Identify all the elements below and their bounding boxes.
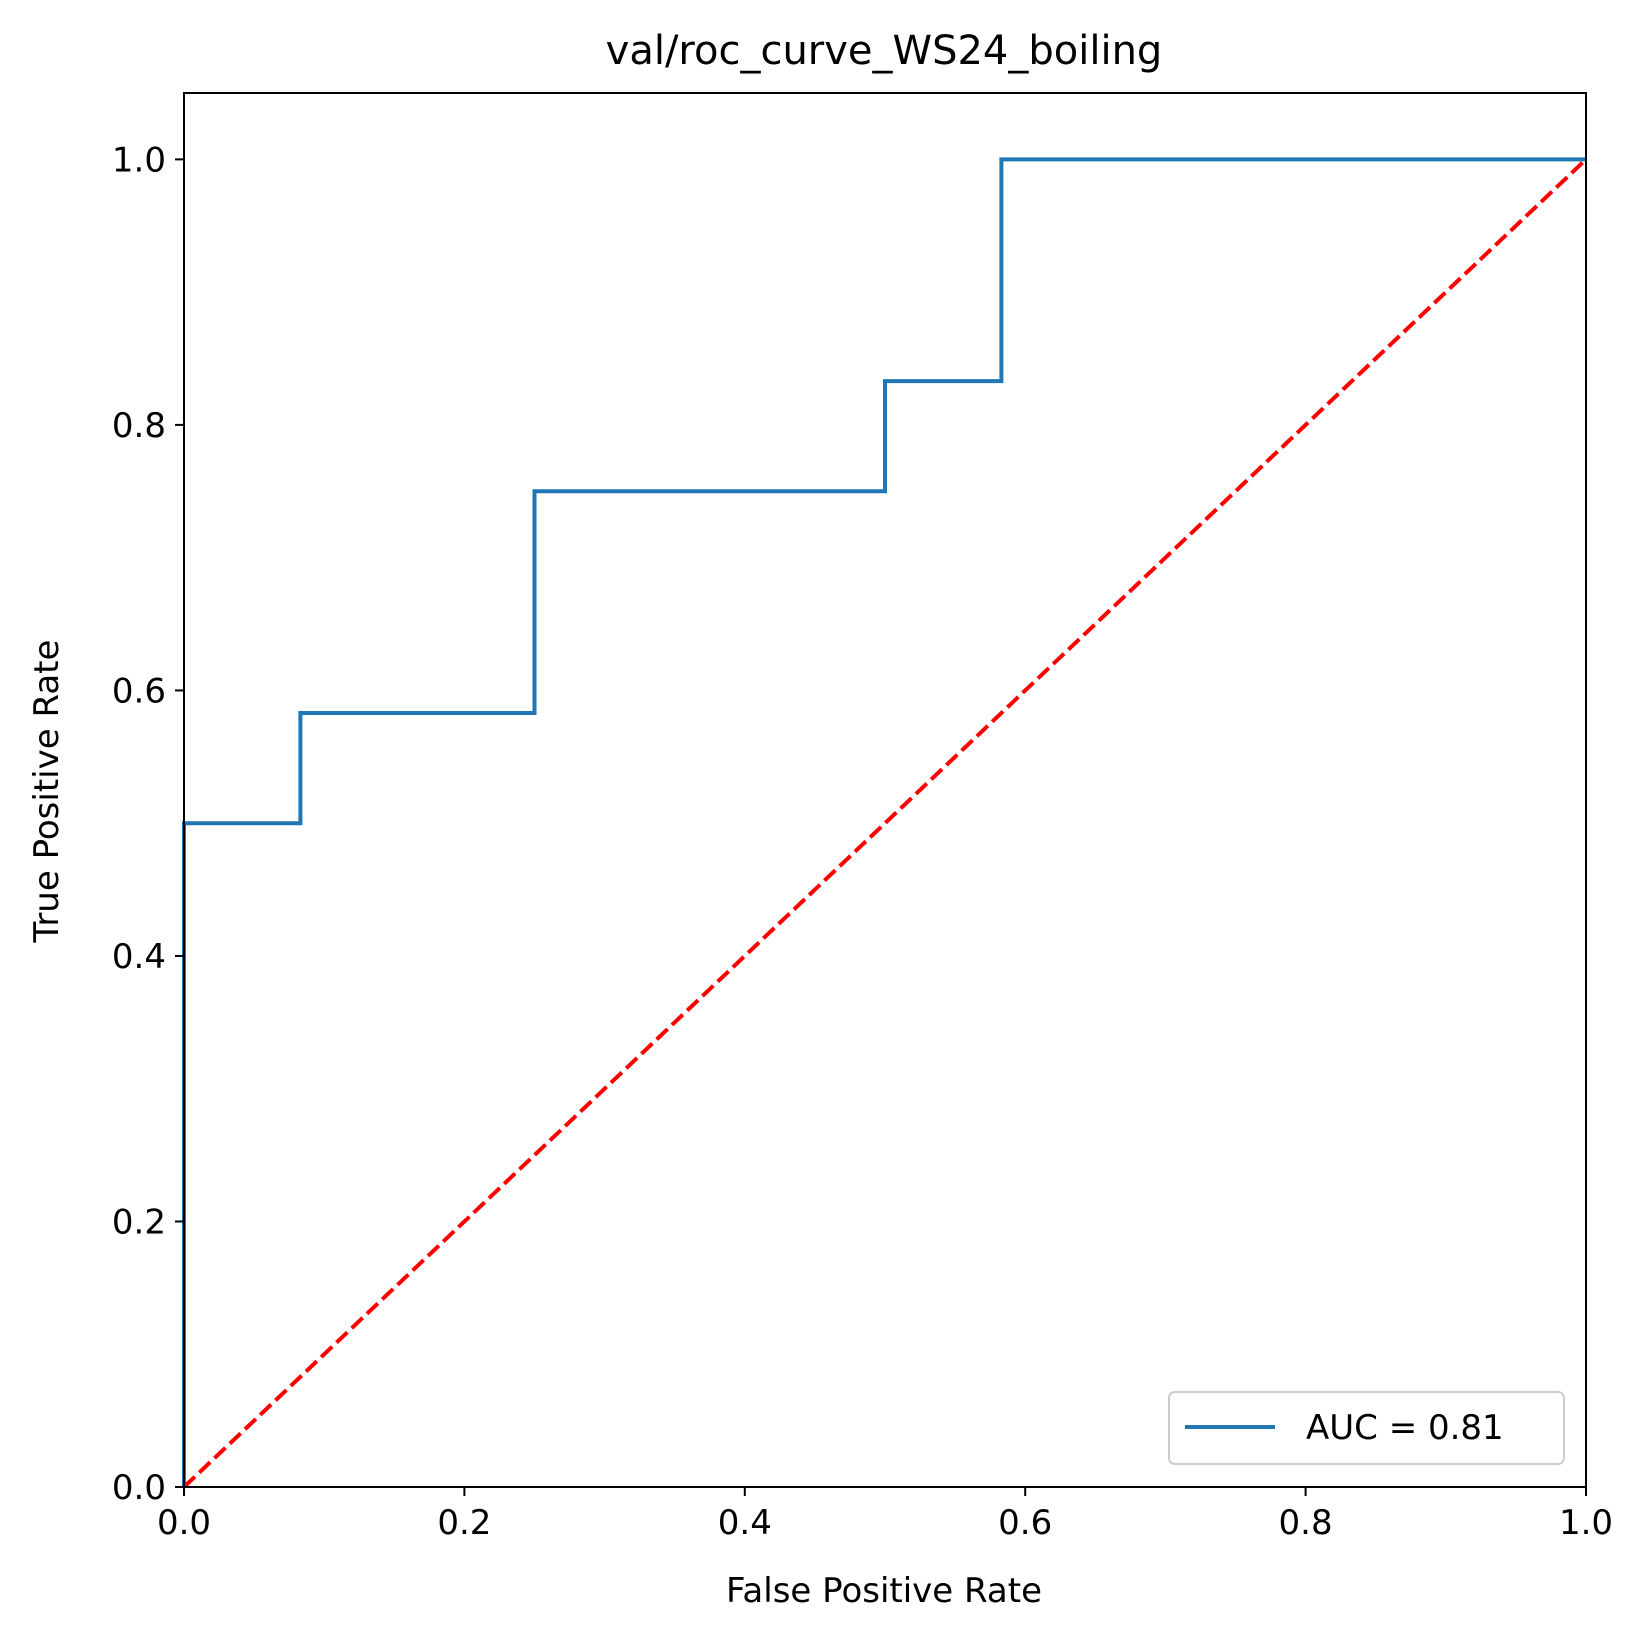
chart-title: val/roc_curve_WS24_boiling xyxy=(606,28,1163,74)
legend-box xyxy=(1168,1391,1565,1465)
plot-area xyxy=(182,157,1588,1489)
y-tick-label: 0.4 xyxy=(112,937,166,977)
legend-entry-auc: AUC = 0.81 xyxy=(1306,1408,1504,1448)
x-tick-label: 1.0 xyxy=(1559,1503,1613,1543)
roc-curve-line xyxy=(182,157,1586,1487)
x-axis-label: False Positive Rate xyxy=(726,1571,1042,1611)
y-tick-label: 0.6 xyxy=(112,671,166,711)
y-axis: 0.0 0.2 0.4 0.6 0.8 1.0 xyxy=(112,140,184,1508)
x-axis: 0.0 0.2 0.4 0.6 0.8 1.0 xyxy=(157,1487,1613,1543)
y-tick-label: 0.8 xyxy=(112,406,166,446)
plot-frame xyxy=(183,92,1587,1488)
y-tick-label: 1.0 xyxy=(112,140,166,180)
y-axis-label: True Positive Rate xyxy=(27,640,67,944)
x-tick-label: 0.4 xyxy=(718,1503,772,1543)
legend: AUC = 0.81 xyxy=(1168,1391,1565,1465)
x-tick-label: 0.8 xyxy=(1279,1503,1333,1543)
y-tick-label: 0.0 xyxy=(112,1468,166,1508)
x-tick-label: 0.6 xyxy=(998,1503,1052,1543)
x-tick-label: 0.2 xyxy=(437,1503,491,1543)
x-tick-label: 0.0 xyxy=(157,1503,211,1543)
chance-diagonal-line xyxy=(182,157,1588,1489)
y-tick-label: 0.2 xyxy=(112,1202,166,1242)
